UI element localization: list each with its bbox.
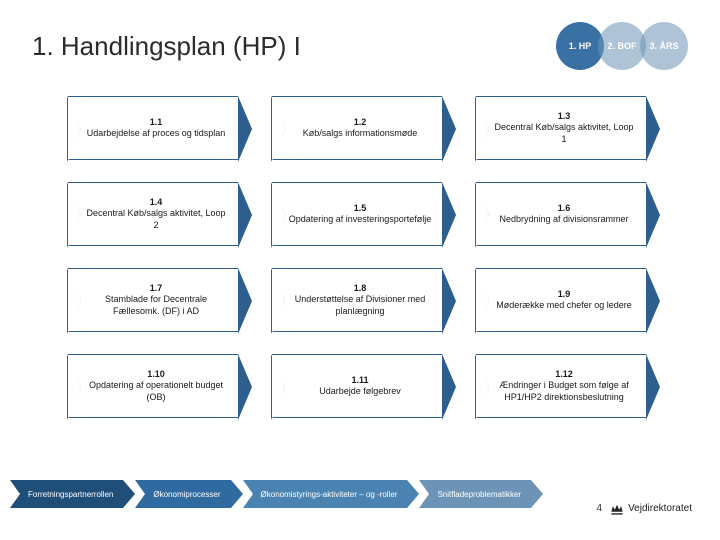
slide: 1. Handlingsplan (HP) I 1. HP 2. BOF 3. …	[0, 0, 720, 540]
step-number: 1.10	[84, 369, 228, 380]
step-grid: 1.1Udarbejdelse af proces og tidsplan 1.2…	[68, 96, 688, 418]
crown-icon	[610, 502, 624, 514]
bottom-chevron-nav: Forretningspartnerrollen Økonomiprocesser…	[10, 480, 543, 508]
org-name: Vejdirektoratet	[628, 503, 692, 514]
step-number: 1.3	[492, 111, 636, 122]
footer: 4 Vejdirektoratet	[597, 502, 693, 514]
nav-chevron[interactable]: Økonomiprocesser	[135, 480, 230, 508]
step-number: 1.2	[303, 117, 418, 128]
phase-indicator: 1. HP 2. BOF 3. ÅRS	[562, 22, 688, 70]
step-label: Decentral Køb/salgs aktivitet, Loop 2	[86, 208, 225, 229]
nav-chevron-label: Snitfladeproblematikker	[437, 490, 521, 499]
step-number: 1.5	[289, 203, 432, 214]
step-number: 1.9	[496, 289, 632, 300]
process-step: 1.11Udarbejde følgebrev	[272, 354, 442, 418]
phase-circle-1: 1. HP	[556, 22, 604, 70]
step-label: Møderække med chefer og ledere	[496, 300, 632, 310]
process-step: 1.3Decentral Køb/salgs aktivitet, Loop 1	[476, 96, 646, 160]
phase-circle-2: 2. BOF	[598, 22, 646, 70]
process-step: 1.4Decentral Køb/salgs aktivitet, Loop 2	[68, 182, 238, 246]
process-step: 1.2Køb/salgs informationsmøde	[272, 96, 442, 160]
process-step: 1.6Nedbrydning af divisionsrammer	[476, 182, 646, 246]
nav-chevron[interactable]: Forretningspartnerrollen	[10, 480, 123, 508]
page-title: 1. Handlingsplan (HP) I	[32, 31, 301, 62]
step-number: 1.4	[84, 197, 228, 208]
step-label: Opdatering af investeringsportefølje	[289, 214, 432, 224]
page-number: 4	[597, 503, 603, 514]
step-number: 1.11	[319, 375, 401, 386]
header-row: 1. Handlingsplan (HP) I 1. HP 2. BOF 3. …	[32, 22, 688, 70]
nav-chevron[interactable]: Økonomistyrings-aktiviteter – og -roller	[243, 480, 408, 508]
step-number: 1.6	[499, 203, 628, 214]
nav-chevron-label: Forretningspartnerrollen	[28, 490, 113, 499]
step-label: Udarbejde følgebrev	[319, 386, 401, 396]
step-label: Stamblade for Decentrale Fællesomk. (DF)…	[105, 294, 207, 315]
process-step: 1.8Understøttelse af Divisioner med plan…	[272, 268, 442, 332]
step-number: 1.12	[492, 369, 636, 380]
step-label: Decentral Køb/salgs aktivitet, Loop 1	[494, 122, 633, 143]
phase-circle-3: 3. ÅRS	[640, 22, 688, 70]
org-logo: Vejdirektoratet	[610, 502, 692, 514]
step-label: Udarbejdelse af proces og tidsplan	[87, 128, 226, 138]
process-step: 1.1Udarbejdelse af proces og tidsplan	[68, 96, 238, 160]
nav-chevron-label: Økonomiprocesser	[153, 490, 220, 499]
step-label: Køb/salgs informationsmøde	[303, 128, 418, 138]
nav-chevron-label: Økonomistyrings-aktiviteter – og -roller	[261, 490, 398, 499]
step-label: Understøttelse af Divisioner med planlæg…	[295, 294, 426, 315]
process-step: 1.5Opdatering af investeringsportefølje	[272, 182, 442, 246]
step-label: Opdatering af operationelt budget (OB)	[89, 380, 223, 401]
step-number: 1.1	[87, 117, 226, 128]
step-label: Ændringer i Budget som følge af HP1/HP2 …	[499, 380, 629, 401]
process-step: 1.9Møderække med chefer og ledere	[476, 268, 646, 332]
step-number: 1.8	[288, 283, 432, 294]
process-step: 1.10Opdatering af operationelt budget (O…	[68, 354, 238, 418]
process-step: 1.12Ændringer i Budget som følge af HP1/…	[476, 354, 646, 418]
step-label: Nedbrydning af divisionsrammer	[499, 214, 628, 224]
nav-chevron[interactable]: Snitfladeproblematikker	[419, 480, 531, 508]
step-number: 1.7	[84, 283, 228, 294]
process-step: 1.7Stamblade for Decentrale Fællesomk. (…	[68, 268, 238, 332]
